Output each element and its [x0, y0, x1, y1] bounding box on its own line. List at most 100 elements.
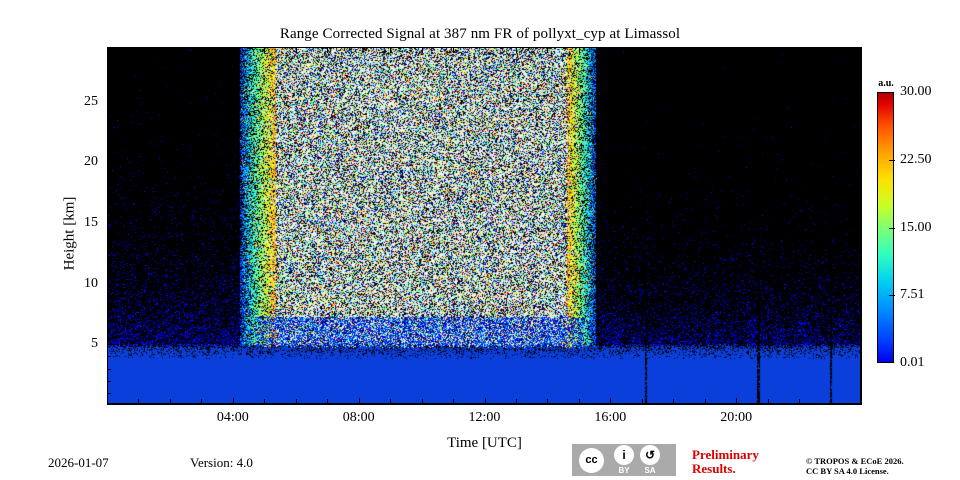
y-tick-mark	[107, 162, 114, 164]
x-tick-minor-top	[578, 48, 580, 53]
x-tick-mark	[232, 398, 234, 405]
x-tick-minor	[673, 399, 675, 404]
y-tick-minor	[107, 235, 111, 237]
colorbar-tick-mark	[889, 295, 895, 297]
x-tick-minor-top	[673, 48, 675, 53]
y-tick-minor	[107, 320, 111, 322]
copyright-line-2: CC BY SA 4.0 License.	[806, 466, 889, 476]
y-tick-mark	[107, 222, 114, 224]
y-tick-minor	[107, 271, 111, 273]
x-tick-minor-top	[138, 48, 140, 53]
y-tick-minor	[107, 368, 111, 370]
y-tick-minor	[107, 125, 111, 127]
y-tick-minor	[107, 65, 111, 67]
y-axis-label: Height [km]	[61, 196, 78, 271]
copyright-line-1: © TROPOS & ECoE 2026.	[806, 456, 904, 466]
y-tick-minor	[107, 247, 111, 249]
copyright-notice: © TROPOS & ECoE 2026. CC BY SA 4.0 Licen…	[806, 456, 956, 476]
x-tick-minor	[641, 399, 643, 404]
x-tick-minor-top	[830, 48, 832, 53]
preliminary-line-2: Results.	[692, 461, 736, 476]
y-tick-minor	[107, 392, 111, 394]
y-tick-mark	[107, 101, 114, 103]
x-tick-minor-top	[799, 48, 801, 53]
y-tick-minor	[107, 380, 111, 382]
x-tick-label: 12:00	[468, 410, 501, 425]
y-tick-label: 5	[91, 336, 98, 352]
y-tick-minor	[107, 138, 111, 140]
colorbar-unit-label: a.u.	[878, 78, 894, 89]
x-tick-label: 16:00	[594, 410, 627, 425]
colorbar-tick-label: 0.01	[900, 355, 925, 370]
x-tick-label: 20:00	[720, 410, 753, 425]
x-tick-minor	[421, 399, 423, 404]
y-tick-minor	[107, 77, 111, 79]
x-tick-minor-top	[390, 48, 392, 53]
cc-sa-group: ↺ SA	[640, 445, 660, 475]
x-tick-minor-top	[704, 48, 706, 53]
page-title: Range Corrected Signal at 387 nm FR of p…	[279, 26, 681, 42]
x-tick-mark	[484, 398, 486, 405]
x-tick-minor	[327, 399, 329, 404]
y-tick-mark-right	[855, 162, 862, 164]
x-axis-label: Time [UTC]	[447, 435, 522, 451]
x-tick-minor-top	[421, 48, 423, 53]
footer-version: Version: 4.0	[190, 455, 253, 470]
x-tick-minor-top	[453, 48, 455, 53]
heatmap-plot-area[interactable]	[107, 47, 862, 405]
x-tick-label: 04:00	[216, 410, 249, 425]
x-tick-minor-top	[295, 48, 297, 53]
x-tick-minor	[201, 399, 203, 404]
x-tick-minor-top	[641, 48, 643, 53]
colorbar-tick-label: 22.50	[900, 151, 932, 167]
x-tick-minor-top	[327, 48, 329, 53]
y-tick-minor	[107, 295, 111, 297]
preliminary-line-1: Preliminary	[692, 447, 759, 462]
x-tick-minor-top	[767, 48, 769, 53]
preliminary-results-notice: Preliminary Results.	[692, 448, 792, 476]
cc-by-caption: BY	[618, 466, 630, 475]
colorbar-tick-label: 15.00	[900, 219, 932, 235]
x-tick-minor-top	[515, 48, 517, 53]
x-tick-mark	[610, 398, 612, 405]
x-tick-label: 08:00	[342, 410, 375, 425]
y-tick-label: 25	[84, 93, 98, 109]
cc-logo-icon: cc	[579, 447, 604, 473]
y-tick-label: 10	[84, 275, 98, 291]
y-tick-minor	[107, 307, 111, 309]
colorbar-tick-label: 7.51	[900, 287, 925, 303]
x-tick-minor	[390, 399, 392, 404]
cc-by-group: i BY	[614, 445, 634, 475]
x-tick-minor	[704, 399, 706, 404]
y-tick-minor	[107, 198, 111, 200]
y-tick-minor	[107, 332, 111, 334]
x-tick-minor	[138, 399, 140, 404]
x-tick-minor	[515, 399, 517, 404]
y-tick-minor	[107, 259, 111, 261]
x-tick-minor-top	[547, 48, 549, 53]
y-tick-mark-right	[855, 222, 862, 224]
x-tick-minor	[295, 399, 297, 404]
y-tick-minor	[107, 113, 111, 115]
y-tick-minor	[107, 150, 111, 152]
colorbar-tick-label: 30.00	[900, 84, 932, 99]
x-tick-minor	[547, 399, 549, 404]
x-tick-minor-top	[264, 48, 266, 53]
y-tick-minor	[107, 186, 111, 188]
lidar-heatmap-canvas[interactable]	[108, 48, 860, 403]
y-tick-mark-right	[855, 101, 862, 103]
x-tick-minor-top	[201, 48, 203, 53]
y-tick-mark	[107, 283, 114, 285]
creative-commons-badge[interactable]: cc i BY ↺ SA	[572, 444, 676, 476]
cc-sa-caption: SA	[644, 466, 656, 475]
y-tick-minor	[107, 53, 111, 55]
x-tick-minor-top	[169, 48, 171, 53]
x-tick-minor	[830, 399, 832, 404]
x-tick-minor	[169, 399, 171, 404]
share-alike-icon: ↺	[640, 445, 660, 465]
x-tick-mark	[736, 398, 738, 405]
footer-date: 2026-01-07	[48, 455, 109, 470]
x-tick-minor	[578, 399, 580, 404]
x-tick-minor	[799, 399, 801, 404]
